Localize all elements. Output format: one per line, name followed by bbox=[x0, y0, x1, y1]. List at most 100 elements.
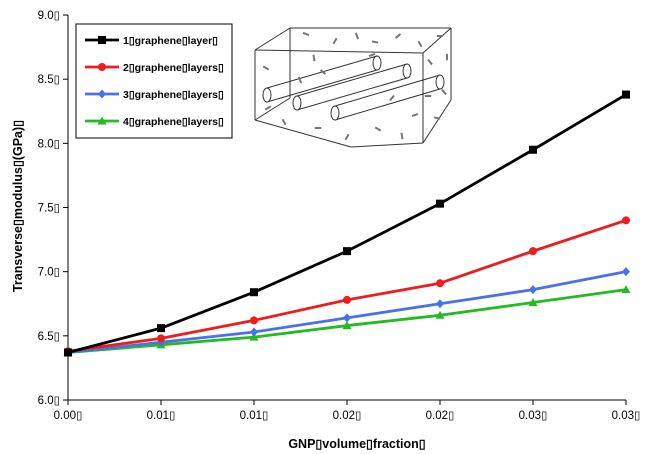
x-tick-label: 0.03▯ bbox=[612, 410, 641, 422]
data-point bbox=[622, 90, 630, 99]
legend-entry-1: 1▯graphene▯layer▯ bbox=[85, 35, 218, 47]
graphene-platelet bbox=[262, 65, 270, 71]
data-point bbox=[622, 216, 630, 225]
graphene-platelet bbox=[312, 54, 316, 62]
data-point bbox=[343, 247, 351, 256]
graphene-platelet bbox=[417, 40, 423, 48]
box-edge bbox=[422, 99, 452, 144]
data-point bbox=[529, 145, 537, 154]
axes: 6.0▯ 6.5▯ 7.0▯ 7.5▯ 8.0▯ 8.5▯ 9.0▯ 0.00▯ 0.01▯ 0.… bbox=[38, 10, 641, 422]
data-point bbox=[98, 63, 106, 71]
data-point bbox=[343, 313, 351, 323]
graphene-platelet bbox=[411, 112, 419, 118]
graphene-platelet bbox=[389, 94, 395, 102]
legend-label: 3▯graphene▯layers▯ bbox=[123, 89, 224, 101]
box-edge bbox=[254, 27, 291, 51]
x-tick-label: 0.02▯ bbox=[426, 410, 455, 422]
x-tick-label: 0.01▯ bbox=[147, 410, 176, 422]
data-point bbox=[249, 332, 259, 341]
fibre-end bbox=[330, 105, 340, 121]
graphene-platelet bbox=[368, 52, 376, 58]
data-point bbox=[250, 316, 258, 325]
fibre bbox=[262, 55, 382, 103]
data-point bbox=[98, 36, 106, 44]
box-edge bbox=[350, 142, 424, 148]
data-point bbox=[98, 89, 106, 99]
box-edge bbox=[254, 119, 352, 148]
series-3 bbox=[64, 267, 630, 358]
graphene-platelet bbox=[374, 126, 382, 132]
fibre-edge bbox=[334, 88, 441, 121]
y-tick-label: 8.5▯ bbox=[38, 74, 60, 86]
y-tick-label: 8.0▯ bbox=[38, 138, 60, 150]
fibre bbox=[330, 74, 445, 121]
data-point bbox=[157, 334, 165, 343]
graphene-platelet bbox=[319, 69, 327, 75]
graphene-platelet bbox=[297, 76, 303, 84]
data-point bbox=[436, 299, 444, 309]
fibre-edge bbox=[334, 74, 441, 107]
graphene-platelet bbox=[281, 118, 287, 126]
data-point bbox=[529, 247, 537, 256]
fibre-edge bbox=[296, 63, 408, 97]
nanocomposite-schematic-inset bbox=[254, 27, 452, 148]
graphene-platelet bbox=[400, 132, 404, 140]
x-tick-label: 0.01▯ bbox=[240, 410, 269, 422]
data-point bbox=[435, 310, 445, 319]
y-axis-title-group: Transverse▯modulus▯(GPa)▯ bbox=[11, 120, 25, 292]
data-point bbox=[250, 288, 258, 297]
graphene-platelet bbox=[441, 88, 447, 96]
legend: 1▯graphene▯layer▯ 2▯graphene▯layers▯ 3▯gra… bbox=[75, 23, 233, 139]
data-point bbox=[157, 324, 165, 333]
box-edge bbox=[254, 97, 291, 121]
y-tick-label: 7.0▯ bbox=[38, 267, 60, 279]
legend-entry-3: 3▯graphene▯layers▯ bbox=[85, 89, 224, 101]
x-tick-label: 0.02▯ bbox=[333, 410, 362, 422]
graphene-platelet bbox=[394, 33, 402, 39]
legend-label: 2▯graphene▯layers▯ bbox=[123, 62, 224, 74]
box-edge bbox=[422, 27, 452, 54]
graphene-platelet bbox=[264, 105, 272, 111]
graphene-platelet bbox=[302, 31, 310, 37]
data-point bbox=[436, 199, 444, 208]
graphene-platelet bbox=[354, 32, 360, 40]
legend-label: 4▯graphene▯layers▯ bbox=[123, 116, 224, 128]
fibre-end bbox=[262, 87, 272, 103]
data-point bbox=[529, 285, 537, 295]
y-axis-title: Transverse▯modulus▯(GPa)▯ bbox=[11, 120, 25, 292]
y-tick-label: 7.5▯ bbox=[38, 203, 60, 215]
data-point bbox=[250, 327, 258, 337]
data-point bbox=[64, 348, 72, 357]
x-tick-label: 0.00▯ bbox=[54, 410, 83, 422]
series-1 bbox=[64, 90, 630, 357]
fibre-end bbox=[292, 95, 302, 111]
graphene-platelet bbox=[427, 58, 433, 66]
fibre-end bbox=[372, 55, 382, 71]
legend-entry-2: 2▯graphene▯layers▯ bbox=[85, 62, 224, 74]
graphene-platelet bbox=[371, 40, 379, 44]
graphene-platelet bbox=[344, 133, 350, 141]
graphene-platelet bbox=[332, 37, 338, 45]
y-tick-label: 6.5▯ bbox=[38, 331, 60, 343]
fibre bbox=[292, 63, 412, 111]
graphene-platelet bbox=[433, 116, 441, 120]
y-tick-label: 9.0▯ bbox=[38, 10, 60, 22]
legend-entry-4: 4▯graphene▯layers▯ bbox=[85, 116, 224, 128]
series-layer bbox=[63, 90, 631, 358]
x-tick-label: 0.03▯ bbox=[519, 410, 548, 422]
data-point bbox=[97, 116, 107, 125]
y-tick-label: 6.0▯ bbox=[38, 395, 60, 407]
data-point bbox=[342, 321, 352, 330]
fibre-edge bbox=[296, 77, 408, 111]
box-edge bbox=[254, 49, 424, 54]
data-point bbox=[622, 267, 630, 277]
data-point bbox=[343, 295, 351, 304]
legend-label: 1▯graphene▯layer▯ bbox=[123, 35, 218, 47]
fibre-end bbox=[402, 63, 412, 79]
fibre-edge bbox=[266, 69, 378, 103]
data-point bbox=[621, 285, 631, 294]
data-point bbox=[528, 297, 538, 306]
x-axis-title: GNP▯volume▯fraction▯ bbox=[288, 437, 425, 451]
data-point bbox=[436, 279, 444, 288]
